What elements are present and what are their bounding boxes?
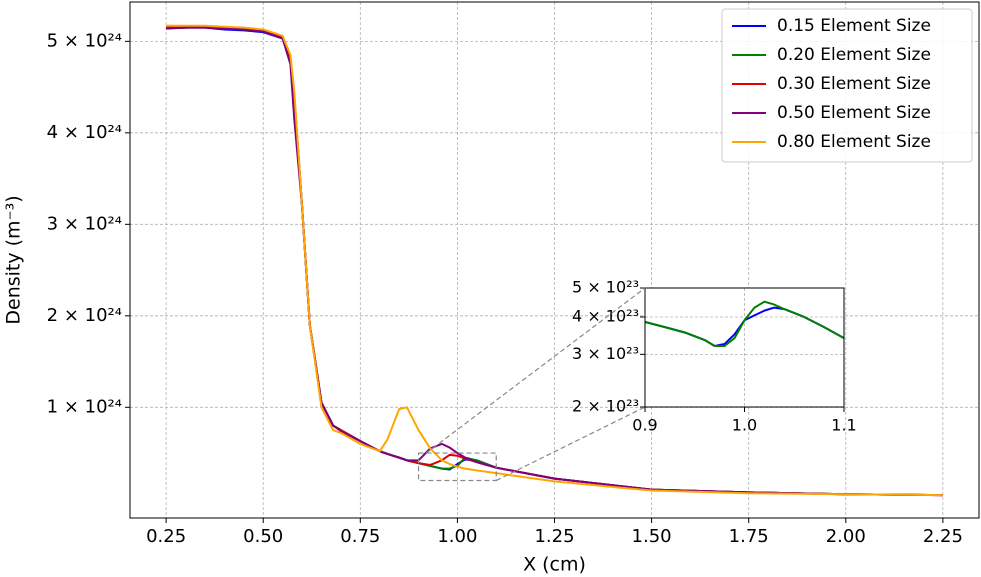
legend-box	[721, 8, 973, 163]
y-tick-label: 2 × 10²⁴	[47, 305, 122, 326]
y-tick-label: 5 × 10²⁴	[47, 30, 122, 51]
x-tick-label: 2.25	[923, 526, 963, 547]
zoom-connector	[495, 406, 646, 482]
y-tick-label: 3 × 10²⁴	[47, 213, 122, 234]
axes-frame	[129, 1, 980, 519]
y-tick-label: 2 × 10²³	[572, 397, 639, 416]
series-group	[166, 24, 943, 497]
x-tick-label: 1.25	[534, 526, 574, 547]
x-tick-label: 1.75	[729, 526, 769, 547]
zoom-connector	[425, 287, 646, 454]
x-tick-label: 0.25	[146, 526, 186, 547]
series-line	[166, 24, 943, 497]
legend-label: 0.80 Element Size	[777, 132, 931, 152]
axes-frame	[644, 287, 845, 408]
legend-label: 0.50 Element Size	[777, 103, 931, 123]
x-tick-label: 0.9	[632, 416, 657, 435]
x-tick-label: 1.00	[437, 526, 477, 547]
series-line	[645, 300, 844, 347]
x-tick-label: 2.00	[826, 526, 866, 547]
y-tick-label: 3 × 10²³	[572, 344, 639, 363]
x-tick-label: 1.50	[632, 526, 672, 547]
x-tick-label: 0.75	[340, 526, 380, 547]
legend-label: 0.30 Element Size	[777, 74, 931, 94]
legend-label: 0.15 Element Size	[777, 16, 931, 36]
series-line	[166, 26, 943, 497]
x-tick-label: 1.0	[732, 416, 757, 435]
x-axis-label: X (cm)	[523, 554, 586, 576]
y-axis-label: Density (m⁻³)	[3, 195, 25, 324]
zoom-box	[417, 452, 497, 482]
y-tick-label: 5 × 10²³	[572, 278, 639, 297]
x-tick-label: 0.50	[243, 526, 283, 547]
series-group	[645, 300, 844, 347]
y-tick-label: 4 × 10²⁴	[47, 122, 122, 143]
y-tick-label: 1 × 10²⁴	[47, 396, 122, 417]
y-tick-label: 4 × 10²³	[572, 306, 639, 325]
legend-label: 0.20 Element Size	[777, 45, 931, 65]
plot-area	[645, 288, 844, 407]
x-tick-label: 1.1	[831, 416, 856, 435]
